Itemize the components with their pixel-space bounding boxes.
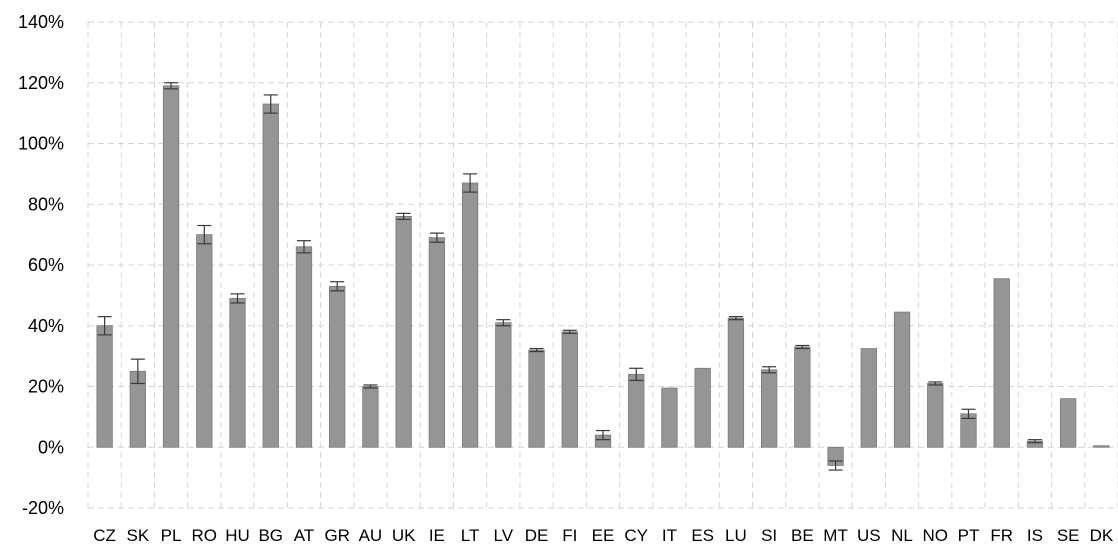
error-bar-be: [795, 344, 810, 350]
bar-hu: [229, 298, 246, 448]
error-bar-au: [363, 384, 378, 389]
x-tick-label-fr: FR: [990, 526, 1013, 545]
x-tick-label-lt: LT: [461, 526, 480, 545]
error-bar-no: [928, 381, 943, 386]
bar-lv: [495, 322, 512, 448]
x-tick-label-de: DE: [525, 526, 549, 545]
y-tick-label: 120%: [18, 73, 64, 93]
x-tick-label-uk: UK: [392, 526, 416, 545]
bar-bg: [262, 103, 279, 448]
y-axis: -20% 0% 20% 40% 60% 80% 100% 120% 140%: [18, 12, 64, 518]
error-bar-cy: [629, 367, 644, 382]
error-bar-lv: [496, 319, 511, 327]
y-tick-label: 60%: [28, 255, 64, 275]
bar-cz: [96, 325, 113, 448]
error-bar-cz: [97, 316, 112, 336]
bar-fi: [561, 331, 578, 448]
y-tick-label: -20%: [22, 498, 64, 518]
x-tick-label-si: SI: [761, 526, 777, 545]
error-bar-lu: [728, 316, 743, 321]
x-tick-label-dk: DK: [1090, 526, 1114, 545]
bar-at: [295, 246, 313, 448]
error-bar-uk: [396, 212, 411, 221]
x-tick-label-pt: PT: [958, 526, 980, 545]
bar-pl: [162, 85, 180, 448]
x-tick-label-nl: NL: [891, 526, 913, 545]
bar-it: [661, 387, 678, 448]
x-tick-label-be: BE: [791, 526, 814, 545]
bar-uk: [395, 215, 412, 448]
chart-grid: [87, 21, 1118, 509]
error-bar-hu: [230, 293, 245, 304]
x-tick-label-sk: SK: [126, 526, 149, 545]
x-tick-label-at: AT: [294, 526, 314, 545]
x-tick-label-se: SE: [1057, 526, 1080, 545]
bar-nl: [893, 311, 911, 448]
x-tick-label-it: IT: [662, 526, 677, 545]
bar-se: [1060, 398, 1077, 448]
bar-gr: [329, 285, 346, 448]
x-tick-label-no: NO: [923, 526, 949, 545]
bar-de: [528, 349, 545, 448]
error-bars: [97, 82, 1042, 471]
error-bar-sk: [130, 358, 145, 385]
x-axis: CZ SK PL RO HU BG AT GR AU UK IE LT LV DE FI EE CY IT ES LU…: [93, 526, 1114, 545]
x-tick-label-bg: BG: [258, 526, 283, 545]
error-bar-bg: [263, 94, 278, 114]
bar-cy: [628, 373, 645, 448]
error-bar-gr: [330, 281, 345, 292]
error-bar-is: [1027, 439, 1042, 444]
bar-no: [927, 383, 944, 448]
bar-lt: [461, 182, 479, 448]
x-tick-label-hu: HU: [225, 526, 250, 545]
error-bar-si: [762, 366, 777, 374]
x-tick-label-lu: LU: [725, 526, 747, 545]
error-bar-at: [296, 240, 311, 254]
x-tick-label-cz: CZ: [93, 526, 116, 545]
error-bar-pl: [164, 82, 179, 90]
y-tick-label: 20%: [28, 377, 64, 397]
error-bar-lt: [463, 173, 478, 193]
y-tick-label: 140%: [18, 12, 64, 32]
bar-be: [794, 346, 811, 448]
x-tick-label-au: AU: [359, 526, 383, 545]
bar-si: [760, 369, 778, 448]
bar-ie: [428, 237, 446, 448]
bar-us: [860, 348, 877, 448]
error-bar-ie: [429, 232, 444, 243]
x-tick-label-cy: CY: [624, 526, 648, 545]
error-bar-mt: [828, 460, 843, 471]
y-tick-label: 80%: [28, 194, 64, 214]
x-tick-label-ro: RO: [192, 526, 218, 545]
bar-lu: [727, 317, 745, 448]
x-tick-label-mt: MT: [823, 526, 848, 545]
x-tick-label-ee: EE: [592, 526, 615, 545]
x-tick-label-lv: LV: [494, 526, 514, 545]
bar-dk: [1093, 445, 1110, 448]
x-tick-label-es: ES: [691, 526, 714, 545]
y-tick-label: 40%: [28, 316, 64, 336]
y-tick-label: 100%: [18, 134, 64, 154]
x-tick-label-pl: PL: [161, 526, 182, 545]
bar-series: [96, 85, 1110, 466]
bar-fr: [993, 278, 1010, 448]
x-tick-label-ie: IE: [429, 526, 445, 545]
error-bar-ro: [197, 224, 212, 245]
error-bar-pt: [961, 408, 976, 419]
bar-ro: [196, 234, 213, 448]
x-tick-label-is: IS: [1027, 526, 1043, 545]
error-bar-de: [529, 347, 544, 353]
bar-au: [362, 386, 379, 448]
x-tick-label-gr: GR: [324, 526, 350, 545]
y-tick-label: 0%: [38, 437, 64, 457]
error-bar-fi: [562, 329, 577, 334]
x-tick-label-fi: FI: [562, 526, 577, 545]
bar-es: [694, 367, 711, 448]
x-tick-label-us: US: [857, 526, 881, 545]
error-bar-ee: [596, 429, 610, 441]
